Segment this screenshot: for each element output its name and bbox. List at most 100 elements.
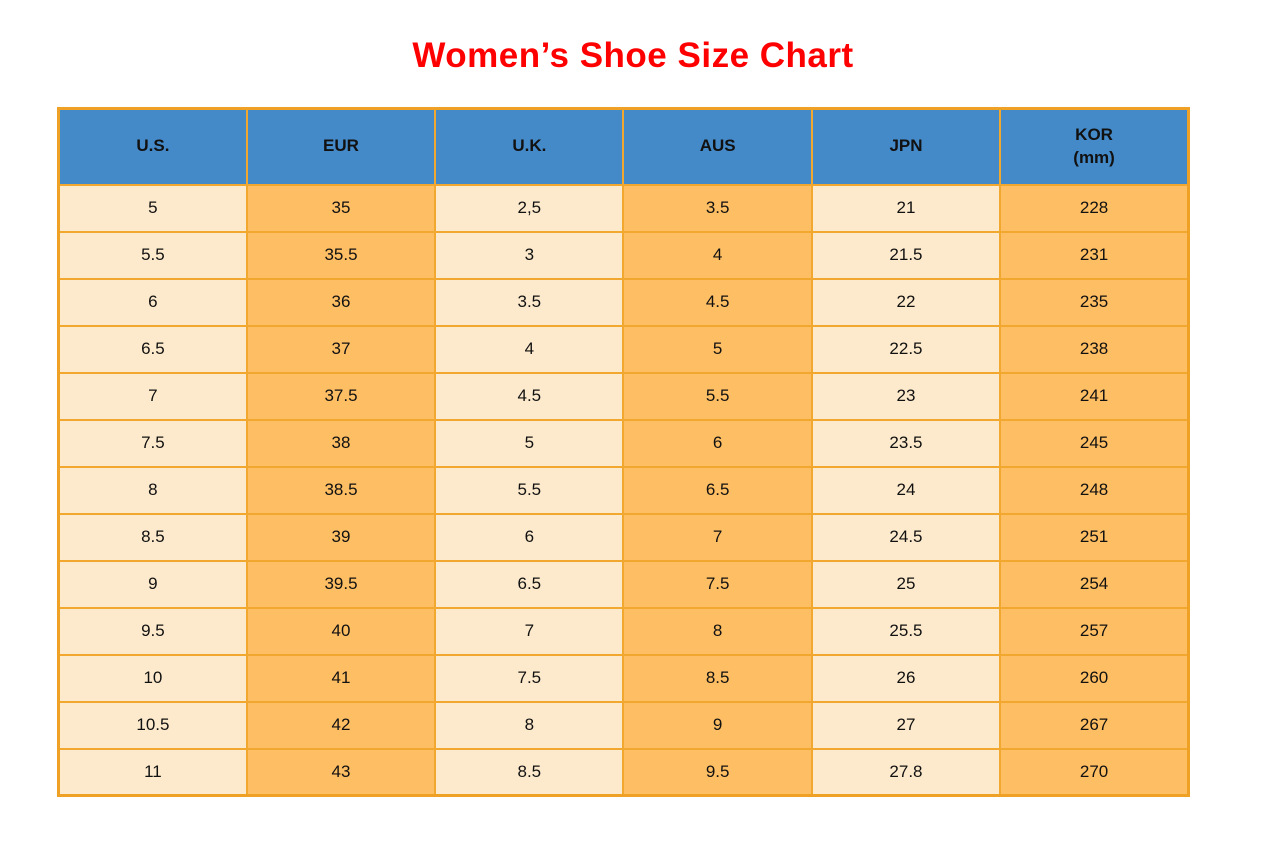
table-row: 7 37.5 4.5 5.5 23 241 (57, 371, 1190, 421)
table-cell: 5 (434, 418, 625, 468)
table-cell: 6.5 (57, 324, 248, 374)
table-cell: 4 (434, 324, 625, 374)
table-cell: 10.5 (57, 700, 248, 750)
table-cell: 21 (810, 183, 1002, 233)
table-cell: 27.8 (810, 747, 1002, 797)
column-header-label: U.K. (512, 136, 547, 156)
table-cell: 8.5 (57, 512, 248, 562)
column-header-kor: KOR (mm) (999, 107, 1190, 186)
table-cell: 5 (57, 183, 248, 233)
table-cell: 43 (245, 747, 437, 797)
table-header-row: U.S. EUR U.K. AUS JPN KOR (mm) (57, 107, 1190, 186)
table-row: 5 35 2,5 3.5 21 228 (57, 183, 1190, 233)
table-cell: 245 (999, 418, 1190, 468)
table-cell: 231 (999, 230, 1190, 280)
table-cell: 235 (999, 277, 1190, 327)
column-header-label: KOR (1075, 124, 1113, 144)
table-cell: 6 (57, 277, 248, 327)
table-cell: 11 (57, 747, 248, 797)
table-cell: 260 (999, 653, 1190, 703)
table-cell: 9 (622, 700, 813, 750)
column-header-jpn: JPN (810, 107, 1002, 186)
shoe-size-table: U.S. EUR U.K. AUS JPN KOR (mm) 5 35 2,5 3.5 21 228 5… (57, 107, 1190, 797)
table-cell: 5.5 (434, 465, 625, 515)
column-header-label: AUS (699, 136, 736, 156)
column-header-uk: U.K. (434, 107, 625, 186)
table-cell: 4.5 (622, 277, 813, 327)
table-cell: 7 (57, 371, 248, 421)
table-cell: 238 (999, 324, 1190, 374)
table-cell: 8.5 (434, 747, 625, 797)
table-cell: 40 (245, 606, 437, 656)
table-cell: 7 (622, 512, 813, 562)
table-row: 9.5 40 7 8 25.5 257 (57, 606, 1190, 656)
table-cell: 23.5 (810, 418, 1002, 468)
table-row: 9 39.5 6.5 7.5 25 254 (57, 559, 1190, 609)
table-cell: 4 (622, 230, 813, 280)
table-cell: 9.5 (57, 606, 248, 656)
table-cell: 35 (245, 183, 437, 233)
table-row: 10.5 42 8 9 27 267 (57, 700, 1190, 750)
table-cell: 8 (434, 700, 625, 750)
column-header-us: U.S. (57, 107, 248, 186)
table-cell: 25.5 (810, 606, 1002, 656)
table-cell: 42 (245, 700, 437, 750)
table-cell: 37 (245, 324, 437, 374)
table-cell: 8 (622, 606, 813, 656)
table-cell: 6.5 (622, 465, 813, 515)
table-cell: 8.5 (622, 653, 813, 703)
table-row: 11 43 8.5 9.5 27.8 270 (57, 747, 1190, 797)
table-cell: 9.5 (622, 747, 813, 797)
table-cell: 7.5 (622, 559, 813, 609)
table-cell: 7 (434, 606, 625, 656)
table-cell: 36 (245, 277, 437, 327)
column-header-aus: AUS (622, 107, 813, 186)
table-cell: 6 (434, 512, 625, 562)
table-row: 8 38.5 5.5 6.5 24 248 (57, 465, 1190, 515)
table-cell: 3 (434, 230, 625, 280)
table-row: 6.5 37 4 5 22.5 238 (57, 324, 1190, 374)
table-cell: 38 (245, 418, 437, 468)
table-cell: 35.5 (245, 230, 437, 280)
table-cell: 41 (245, 653, 437, 703)
table-cell: 270 (999, 747, 1190, 797)
table-cell: 26 (810, 653, 1002, 703)
table-cell: 21.5 (810, 230, 1002, 280)
table-cell: 24.5 (810, 512, 1002, 562)
table-cell: 6 (622, 418, 813, 468)
table-cell: 254 (999, 559, 1190, 609)
table-cell: 25 (810, 559, 1002, 609)
table-cell: 5.5 (57, 230, 248, 280)
table-row: 5.5 35.5 3 4 21.5 231 (57, 230, 1190, 280)
table-cell: 37.5 (245, 371, 437, 421)
table-cell: 10 (57, 653, 248, 703)
table-row: 10 41 7.5 8.5 26 260 (57, 653, 1190, 703)
table-cell: 6.5 (434, 559, 625, 609)
table-cell: 23 (810, 371, 1002, 421)
table-cell: 7.5 (434, 653, 625, 703)
column-header-label: JPN (889, 136, 923, 156)
table-cell: 241 (999, 371, 1190, 421)
table-cell: 39 (245, 512, 437, 562)
table-row: 7.5 38 5 6 23.5 245 (57, 418, 1190, 468)
table-cell: 5.5 (622, 371, 813, 421)
table-row: 6 36 3.5 4.5 22 235 (57, 277, 1190, 327)
table-cell: 39.5 (245, 559, 437, 609)
table-cell: 4.5 (434, 371, 625, 421)
table-cell: 3.5 (434, 277, 625, 327)
table-cell: 9 (57, 559, 248, 609)
table-body: 5 35 2,5 3.5 21 228 5.5 35.5 3 4 21.5 231 6 36 3.5 4.5 2… (57, 183, 1190, 797)
table-cell: 267 (999, 700, 1190, 750)
table-header: U.S. EUR U.K. AUS JPN KOR (mm) (57, 107, 1190, 186)
table-cell: 251 (999, 512, 1190, 562)
table-row: 8.5 39 6 7 24.5 251 (57, 512, 1190, 562)
page-title: Women’s Shoe Size Chart (412, 36, 854, 75)
table-cell: 24 (810, 465, 1002, 515)
table-cell: 7.5 (57, 418, 248, 468)
table-cell: 38.5 (245, 465, 437, 515)
table-cell: 8 (57, 465, 248, 515)
column-header-sublabel: (mm) (1073, 147, 1115, 167)
table-cell: 22.5 (810, 324, 1002, 374)
table-cell: 5 (622, 324, 813, 374)
